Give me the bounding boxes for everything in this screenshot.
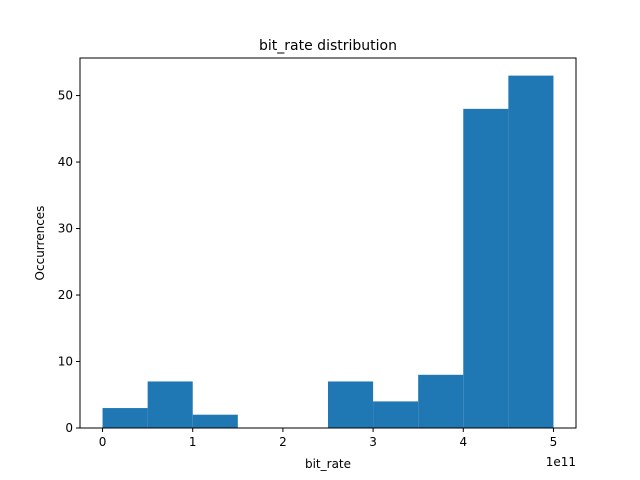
histogram-bar (463, 108, 509, 428)
plot-frame (79, 57, 577, 429)
x-tick-label: 0 (99, 435, 107, 449)
x-tick-label: 1 (189, 435, 197, 449)
bars-group (102, 75, 554, 428)
histogram-bar (508, 75, 554, 428)
y-axis-label: Occurrences (33, 206, 47, 281)
x-axis-label: bit_rate (305, 457, 351, 471)
histogram-bar (192, 414, 238, 428)
x-tick-label: 5 (550, 435, 558, 449)
x-tick-label: 3 (369, 435, 377, 449)
y-tick-label: 20 (58, 288, 73, 302)
histogram-bar (373, 401, 419, 428)
x-axis-ticks: 0 1 2 3 4 5 (99, 428, 558, 449)
x-offset-label: 1e11 (546, 455, 576, 469)
histogram-bar (328, 381, 374, 428)
histogram-bar (418, 374, 464, 428)
histogram-bar (147, 381, 193, 428)
y-tick-label: 40 (58, 155, 73, 169)
x-tick-label: 4 (459, 435, 467, 449)
y-axis-ticks: 0 10 20 30 40 50 (58, 89, 80, 435)
x-tick-label: 2 (279, 435, 287, 449)
chart-title: bit_rate distribution (259, 38, 397, 54)
y-tick-label: 10 (58, 355, 73, 369)
y-tick-label: 30 (58, 222, 73, 236)
y-tick-label: 0 (65, 421, 73, 435)
histogram-bar (102, 408, 148, 428)
y-tick-label: 50 (58, 89, 73, 103)
